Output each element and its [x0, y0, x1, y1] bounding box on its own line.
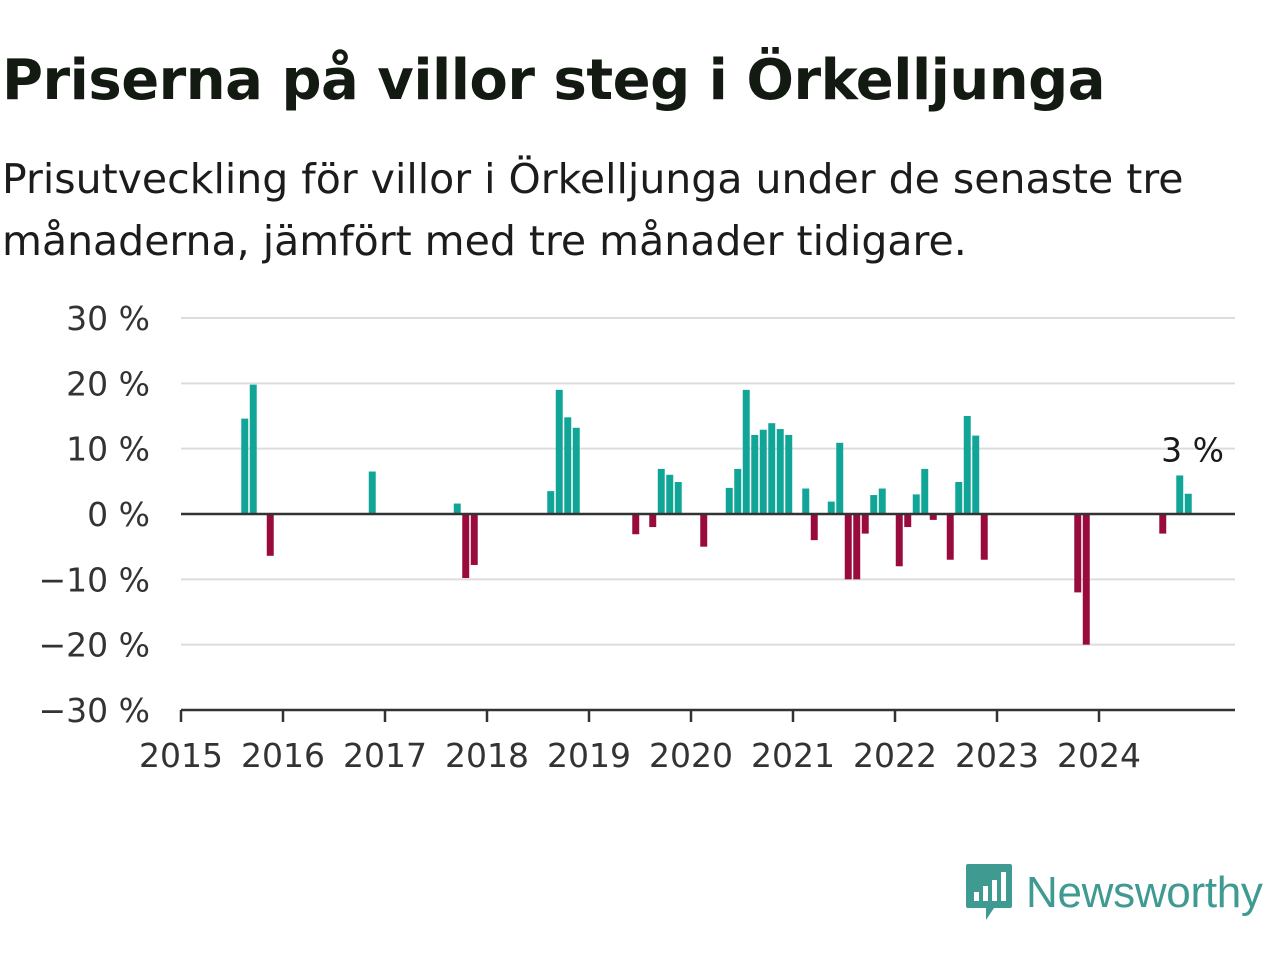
newsworthy-chart-bubble-icon — [966, 864, 1012, 920]
bar-chart: 30 %20 %10 %0 %−10 %−20 %−30 % 2015 2016 2… — [39, 299, 1235, 775]
newsworthy-logo: Newsworthy — [964, 862, 1263, 924]
bar — [674, 481, 682, 514]
bar — [453, 503, 461, 514]
bar — [725, 487, 733, 514]
bar — [470, 514, 478, 565]
bars — [241, 384, 1192, 645]
bar — [972, 435, 980, 514]
y-tick-label: −30 % — [39, 691, 151, 730]
x-tick-label: 2016 — [241, 736, 325, 775]
bar — [980, 514, 988, 560]
bar — [802, 488, 810, 514]
bar — [742, 389, 750, 514]
bar — [1184, 493, 1192, 514]
brand-name: Newsworthy — [1026, 868, 1263, 917]
bar — [827, 501, 835, 514]
x-axis-ticks: 2015 2016 2017 2018 2019 2020 2021 2022 2023 2024 — [139, 710, 1141, 775]
bar — [751, 434, 759, 514]
bar — [1074, 514, 1082, 593]
y-tick-label: 10 % — [66, 430, 150, 469]
chart-title: Priserna på villor steg i Örkelljunga — [2, 48, 1105, 113]
x-tick-label: 2021 — [751, 736, 835, 775]
bar — [632, 514, 640, 535]
bar — [878, 488, 886, 514]
y-tick-label: −20 % — [39, 626, 151, 665]
bar — [462, 514, 470, 579]
bar — [657, 468, 665, 514]
bar — [547, 491, 555, 514]
bar — [555, 389, 563, 514]
annotations: 3 % — [1161, 430, 1224, 469]
bar — [768, 423, 776, 514]
y-tick-label: 0 % — [87, 495, 150, 534]
axes — [181, 512, 1235, 712]
bar — [921, 468, 929, 514]
y-tick-label: 20 % — [66, 364, 150, 403]
bar — [912, 494, 920, 514]
bar — [564, 417, 572, 514]
bar — [785, 434, 793, 514]
x-tick-label: 2015 — [139, 736, 223, 775]
grid-lines — [181, 317, 1235, 646]
y-axis-ticks: 30 % 20 % 10 % 0 % −10 % −20 % −30 % — [39, 299, 151, 730]
bar — [895, 514, 903, 567]
x-tick-label: 2019 — [547, 736, 631, 775]
y-tick-label: 30 % — [66, 299, 150, 338]
bar — [870, 495, 878, 514]
bar — [844, 514, 852, 580]
bar — [810, 514, 818, 541]
bar — [1176, 475, 1184, 514]
bar — [776, 429, 784, 514]
bar — [861, 514, 869, 534]
x-tick-label: 2023 — [955, 736, 1039, 775]
last-value-label: 3 % — [1161, 430, 1224, 469]
bar — [1159, 514, 1167, 534]
y-tick-label: −10 % — [39, 560, 151, 599]
x-tick-label: 2022 — [853, 736, 937, 775]
bar — [700, 514, 708, 547]
bar — [266, 514, 274, 556]
chart-subtitle: Prisutveckling för villor i Örkelljunga … — [2, 155, 1184, 265]
bar — [904, 514, 912, 528]
bar — [666, 474, 674, 514]
bar — [759, 429, 767, 514]
bar — [241, 418, 249, 514]
bar — [368, 471, 376, 514]
bar — [649, 514, 657, 528]
bar — [734, 468, 742, 514]
bar — [853, 514, 861, 580]
bar — [572, 427, 580, 514]
x-tick-label: 2018 — [445, 736, 529, 775]
bar — [946, 514, 954, 560]
bar — [249, 384, 257, 514]
bar — [929, 514, 937, 520]
bar — [955, 481, 963, 514]
bar — [836, 442, 844, 514]
bar — [963, 416, 971, 514]
x-tick-label: 2017 — [343, 736, 427, 775]
x-tick-label: 2020 — [649, 736, 733, 775]
bar — [1082, 514, 1090, 645]
x-tick-label: 2024 — [1057, 736, 1141, 775]
